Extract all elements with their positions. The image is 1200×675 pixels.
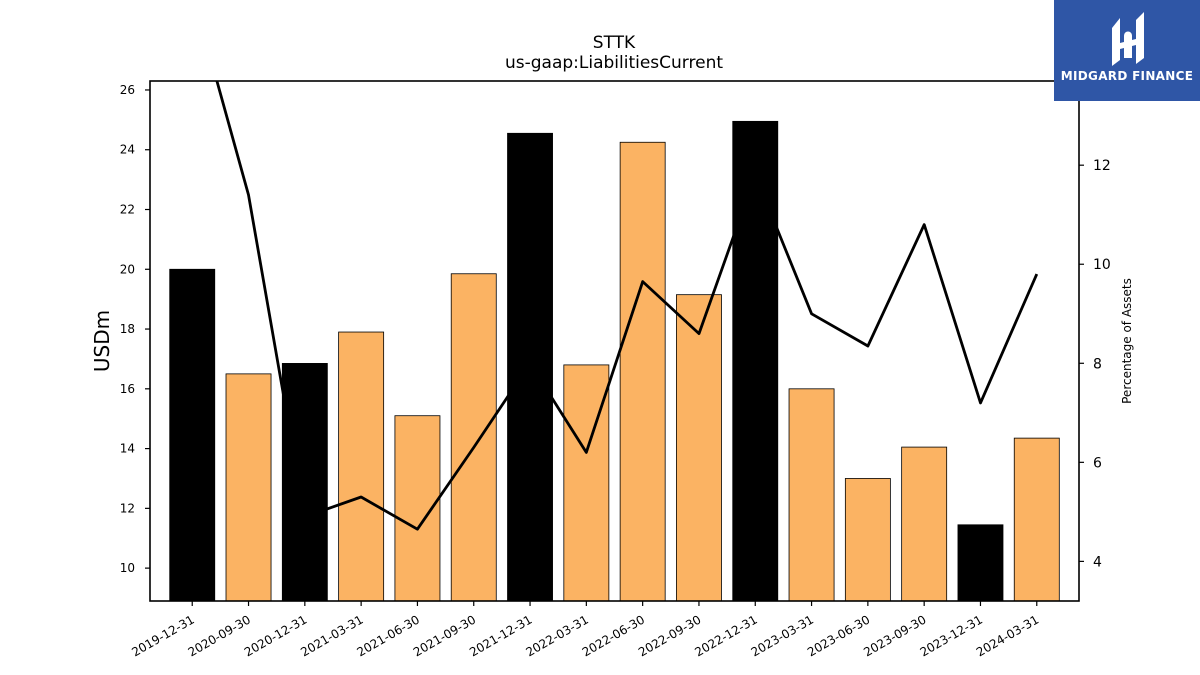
y-tick-label: 16 — [120, 382, 135, 396]
x-axis: 2019-12-312020-09-302020-12-312021-03-31… — [129, 601, 1041, 659]
x-tick-label: 2022-06-30 — [580, 612, 647, 659]
x-tick-label: 2023-03-31 — [749, 612, 816, 659]
x-tick-label: 2019-12-31 — [129, 612, 196, 659]
x-tick-label: 2021-12-31 — [467, 612, 534, 659]
x-tick-label: 2022-03-31 — [523, 612, 590, 659]
y2-tick-label: 4 — [1093, 554, 1102, 570]
chart-title: STTK — [593, 33, 636, 53]
y2-tick-label: 6 — [1093, 455, 1102, 471]
bar — [225, 373, 272, 602]
x-tick-label: 2020-12-31 — [242, 612, 309, 659]
x-tick-label: 2021-06-30 — [355, 612, 422, 659]
bar — [338, 331, 385, 602]
x-tick-label: 2024-03-31 — [974, 612, 1041, 659]
bar — [1013, 437, 1060, 602]
y-tick-label: 12 — [120, 501, 135, 515]
bar — [676, 294, 722, 602]
y2-axis-label: Percentage of Assets — [1120, 278, 1134, 404]
logo-text: MIDGARD FINANCE — [1060, 69, 1194, 83]
bar — [450, 273, 497, 602]
plot-frame — [149, 80, 1080, 602]
y-tick-label: 22 — [120, 203, 135, 217]
y-tick-label: 26 — [120, 83, 135, 97]
y-tick-label: 18 — [120, 322, 135, 336]
bar — [732, 120, 779, 602]
bar — [957, 524, 1004, 602]
logo-icon — [1112, 12, 1144, 66]
x-tick-label: 2022-12-31 — [692, 612, 759, 659]
y-tick-label: 14 — [120, 442, 135, 456]
y2-tick-label: 10 — [1093, 257, 1111, 273]
y2-tick-label: 12 — [1093, 158, 1111, 174]
bar — [507, 132, 553, 602]
y-tick-label: 10 — [120, 561, 135, 575]
bar — [281, 363, 328, 602]
bar — [169, 268, 216, 602]
x-tick-label: 2023-12-31 — [918, 612, 985, 659]
x-tick-label: 2023-09-30 — [861, 612, 928, 659]
chart-subtitle: us-gaap:LiabilitiesCurrent — [505, 53, 723, 73]
y-tick-label: 20 — [120, 262, 135, 276]
x-tick-label: 2023-06-30 — [805, 612, 872, 659]
percentage-line — [215, 81, 1039, 531]
x-tick-label: 2020-09-30 — [186, 612, 253, 659]
x-tick-label: 2021-09-30 — [411, 612, 478, 659]
brand-logo: MIDGARD FINANCE — [1054, 0, 1200, 101]
bar — [788, 388, 835, 602]
bar — [844, 478, 891, 602]
y-tick-label: 24 — [120, 143, 135, 157]
y-axis-left: 10 12 14 16 18 20 22 24 26 — [120, 83, 150, 575]
y2-tick-label: 8 — [1093, 356, 1102, 372]
x-tick-label: 2021-03-31 — [298, 612, 365, 659]
y-axis-right: 4 6 8 10 12 — [1079, 158, 1111, 570]
bar — [901, 446, 948, 602]
line-series — [215, 81, 1039, 531]
x-tick-label: 2022-09-30 — [636, 612, 703, 659]
bar — [619, 141, 666, 602]
bars — [169, 120, 1060, 602]
y-axis-label: USDm — [90, 310, 114, 372]
